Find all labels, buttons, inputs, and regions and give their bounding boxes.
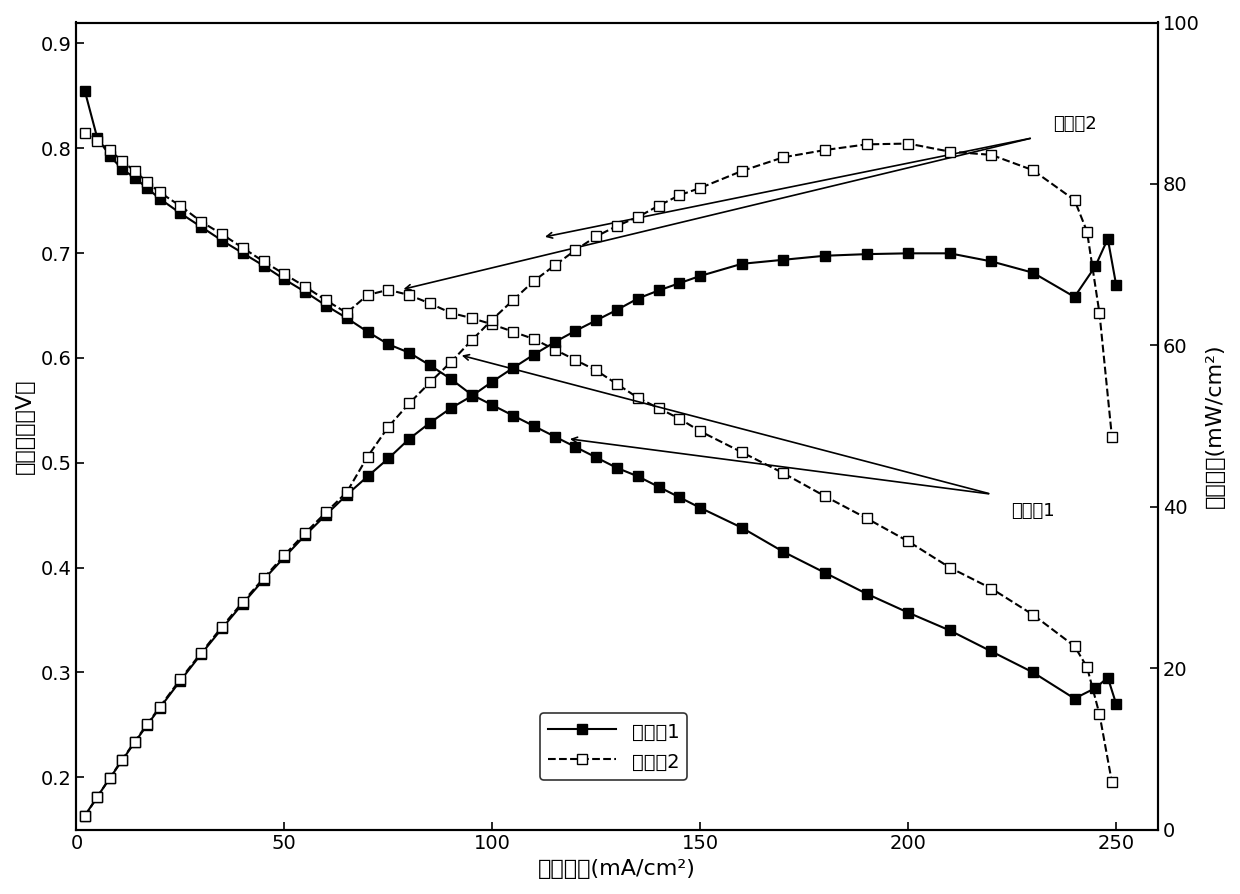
Y-axis label: 功率密度(mW/cm²): 功率密度(mW/cm²) (1205, 343, 1225, 509)
Y-axis label: 电池电压（V）: 电池电压（V） (15, 378, 35, 474)
Text: 实施例2: 实施例2 (1053, 114, 1096, 132)
Text: 比较例1: 比较例1 (1011, 502, 1055, 519)
Legend: 比较例1, 实施例2: 比较例1, 实施例2 (541, 713, 687, 780)
X-axis label: 电流密度(mA/cm²): 电流密度(mA/cm²) (538, 859, 696, 879)
